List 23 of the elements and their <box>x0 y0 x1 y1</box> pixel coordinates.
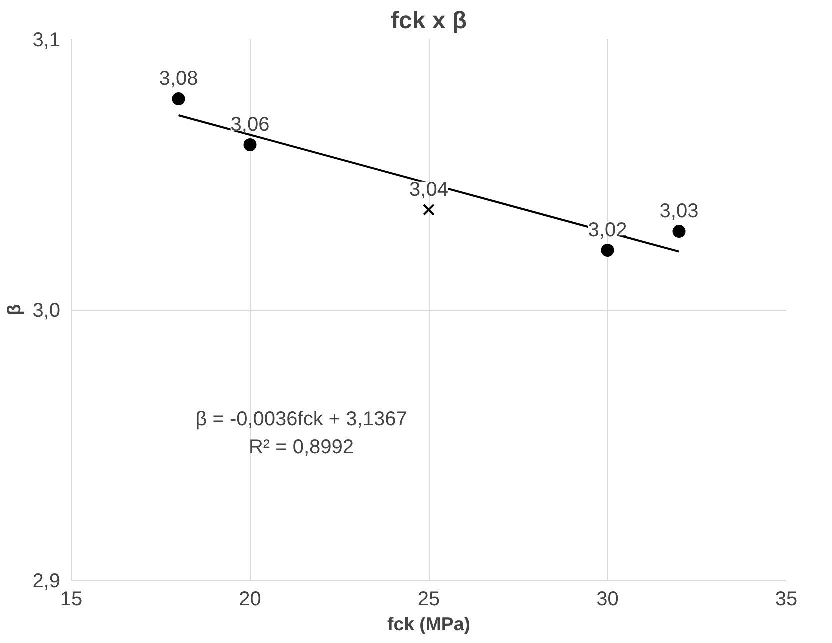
x-axis-title: fck (MPa) <box>388 614 470 634</box>
x-tick-label: 25 <box>418 588 440 610</box>
data-label: 3,02 <box>588 219 628 242</box>
x-tick-label: 30 <box>596 588 619 610</box>
x-tick-label: 15 <box>60 588 83 610</box>
point <box>601 244 614 257</box>
point <box>244 138 257 152</box>
x-tick-label: 35 <box>775 588 798 610</box>
data-label: 3,04 <box>410 178 448 201</box>
data-label: 3,03 <box>660 200 699 223</box>
y-tick-label: 2,9 <box>32 570 61 592</box>
annotation: R² = 0,8992 <box>248 436 354 458</box>
y-axis-title: β <box>4 304 25 316</box>
chart-title: fck x β <box>390 8 468 34</box>
data-label: 3,06 <box>230 114 270 136</box>
x-tick-label: 20 <box>239 588 262 610</box>
point <box>672 225 686 238</box>
y-tick-label: 3,1 <box>32 30 61 52</box>
point <box>172 92 186 106</box>
y-tick-label: 3,0 <box>32 300 61 322</box>
point <box>423 204 435 216</box>
data-label: 3,08 <box>159 68 198 90</box>
annotation: β = -0,0036fck + 3,1367 <box>196 408 408 430</box>
